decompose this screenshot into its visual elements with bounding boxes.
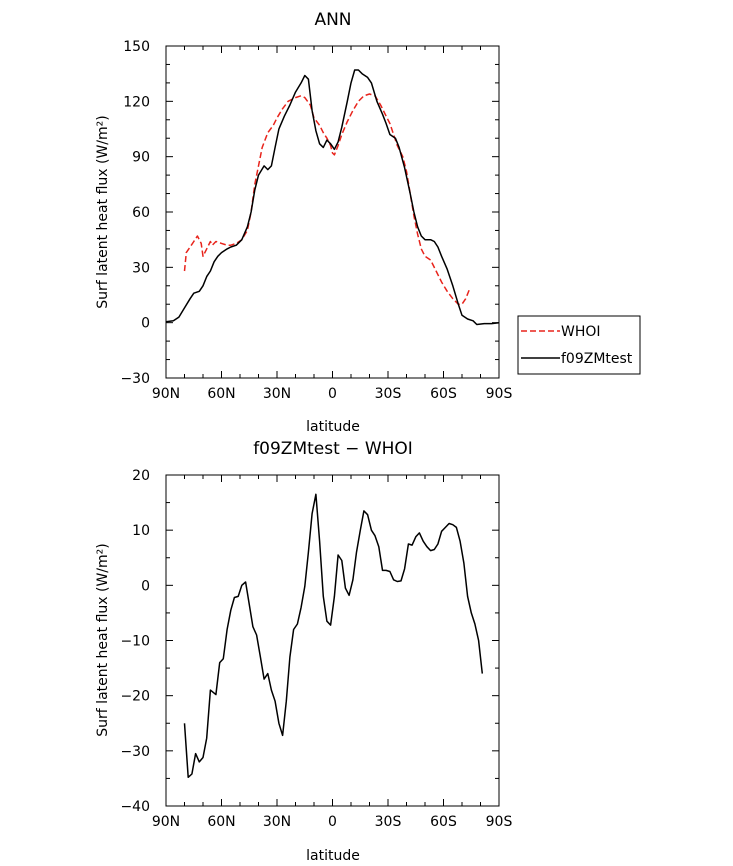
x-tick-label: 90S — [486, 814, 513, 830]
x-tick-label: 60S — [430, 386, 457, 402]
x-tick-label: 90S — [486, 386, 513, 402]
y-tick-label: 150 — [123, 39, 150, 55]
y-tick-label: 10 — [132, 523, 150, 539]
legend-label-f09zmtest: f09ZMtest — [561, 351, 633, 367]
x-tick-label: 60N — [207, 386, 235, 402]
y-tick-label: 30 — [132, 260, 150, 276]
plot-frame — [165, 45, 500, 379]
x-tick-label: 90N — [152, 814, 180, 830]
y-tick-label: 90 — [132, 150, 150, 166]
y-tick-label: 0 — [141, 578, 150, 594]
x-axis-label: latitude — [306, 848, 360, 864]
y-tick-label: −30 — [120, 744, 150, 760]
x-tick-label: 60N — [207, 814, 235, 830]
difference-panel: f09ZMtest − WHOI Surf latent heat flux (… — [95, 439, 512, 864]
x-axis-label: latitude — [306, 419, 360, 435]
y-tick-label: 20 — [132, 468, 150, 484]
legend-label-whoi: WHOI — [561, 324, 601, 340]
x-tick-label: 60S — [430, 814, 457, 830]
series-line-f09zmtest — [165, 69, 500, 326]
x-tick-label: 30N — [263, 814, 291, 830]
y-tick-label: 60 — [132, 205, 150, 221]
x-tick-label: 30N — [263, 386, 291, 402]
x-tick-label: 90N — [152, 386, 180, 402]
x-tick-label: 30S — [375, 814, 402, 830]
y-tick-label: −40 — [120, 799, 150, 815]
series-line-difference — [183, 493, 484, 779]
annual-flux-panel: ANN Surf latent heat flux (W/m²) latitud… — [95, 10, 641, 435]
x-tick-label: 30S — [375, 386, 402, 402]
chart-title: ANN — [314, 10, 351, 30]
y-tick-label: −20 — [120, 689, 150, 705]
x-tick-label: 0 — [328, 814, 337, 830]
y-tick-label: 120 — [123, 94, 150, 110]
y-axis-label: Surf latent heat flux (W/m²) — [95, 115, 111, 308]
y-tick-label: −30 — [120, 371, 150, 387]
legend-box — [517, 315, 641, 375]
y-tick-label: −10 — [120, 634, 150, 650]
x-tick-label: 0 — [328, 386, 337, 402]
series-line-whoi — [183, 93, 471, 305]
plot-frame — [165, 474, 500, 807]
y-axis-label: Surf latent heat flux (W/m²) — [95, 543, 111, 736]
y-tick-label: 0 — [141, 316, 150, 332]
chart-title: f09ZMtest − WHOI — [253, 439, 413, 459]
legend: WHOI f09ZMtest — [517, 315, 641, 375]
